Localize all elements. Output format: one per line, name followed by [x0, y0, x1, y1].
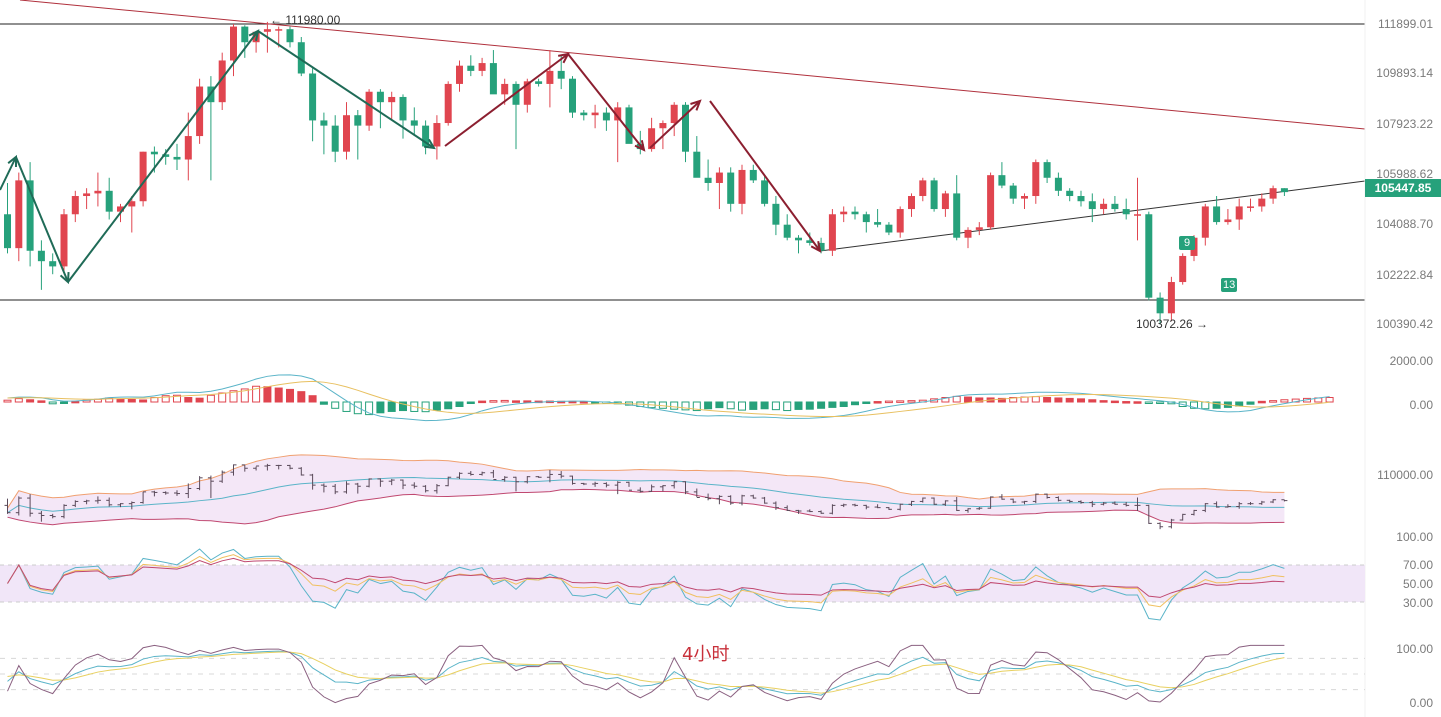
timeframe-label: 4小时: [682, 644, 730, 665]
rsi12-line: [7, 554, 1285, 608]
macd-dif-line: [7, 374, 1330, 422]
kdj-axis-label: 0.00: [1409, 696, 1433, 710]
kdj-d-line: [7, 651, 1285, 694]
rsi-axis-label: 50.00: [1402, 577, 1433, 591]
boll-upper-line: [7, 454, 1285, 509]
td-count-badge: 13: [1221, 278, 1238, 292]
zigzag-arrow: [0, 156, 17, 191]
zigzag-arrow: [257, 30, 435, 149]
boll-panel: [4, 454, 1288, 530]
price-axis-label: 100390.42: [1376, 317, 1433, 331]
rsi-panel: [0, 548, 1365, 621]
kdj-axis-label: 100.00: [1396, 642, 1433, 656]
zigzag-arrow: [67, 30, 259, 283]
rsi6-line: [7, 548, 1285, 621]
descending-trendline: [19, 0, 1366, 130]
boll-middle-line: [7, 476, 1285, 514]
swing-low-label: 100372.26 →: [1136, 317, 1209, 331]
macd-panel: [3, 374, 1334, 422]
boll-lower-line: [7, 488, 1285, 526]
price-axis-label: 105988.62: [1376, 167, 1433, 181]
price-axis-label: 102222.84: [1376, 268, 1433, 282]
candlesticks: [4, 21, 1288, 325]
kdj-panel: [0, 644, 1365, 704]
zigzag-arrow: [15, 156, 69, 283]
macd-axis-label: 0.00: [1409, 398, 1433, 412]
swing-high-label: ← 111980.00: [270, 13, 341, 27]
macd-dea-line: [7, 380, 1330, 418]
zigzag-arrow: [649, 100, 701, 149]
zigzag-arrow: [709, 100, 821, 252]
boll-axis-label: 110000.00: [1377, 468, 1433, 482]
zigzag-arrow: [567, 53, 645, 151]
price-axis-label: 104088.70: [1376, 217, 1433, 231]
rsi-axis-label: 30.00: [1402, 596, 1433, 610]
macd-axis-label: 2000.00: [1389, 354, 1433, 368]
zigzag-arrow: [444, 53, 569, 147]
rsi-axis-label: 70.00: [1402, 558, 1433, 572]
price-axis-label: 107923.22: [1376, 117, 1433, 131]
price-axis-label: 109893.14: [1376, 66, 1433, 80]
price-axis-label: 111899.01: [1378, 17, 1433, 31]
last-price-badge: 105447.85: [1365, 179, 1441, 197]
rsi24-line: [7, 557, 1285, 598]
kdj-k-line: [7, 650, 1285, 696]
boll-axis-label: 100.00: [1396, 530, 1433, 544]
kdj-j-line: [7, 644, 1285, 704]
td-count-badge: 9: [1179, 236, 1195, 250]
